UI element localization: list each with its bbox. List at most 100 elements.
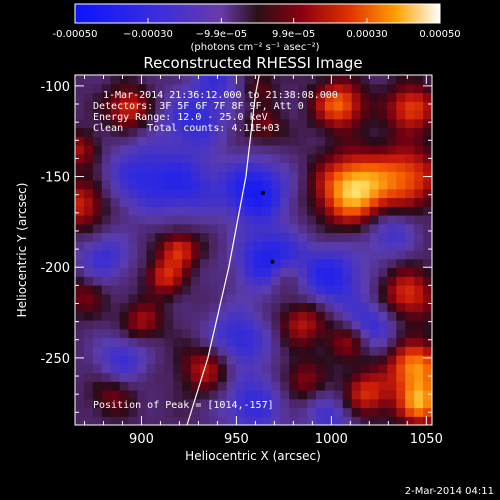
heatmap-cell xyxy=(280,407,290,417)
heatmap-cell xyxy=(191,101,201,111)
heatmap-cell xyxy=(235,407,246,417)
heatmap-cell xyxy=(226,372,237,382)
heatmap-cell xyxy=(342,232,353,242)
heatmap-cell xyxy=(414,293,424,304)
heatmap-cell xyxy=(173,355,183,365)
heatmap-cell xyxy=(199,311,210,321)
heatmap-cell xyxy=(164,276,174,286)
heatmap-cell xyxy=(289,197,299,207)
heatmap-cell xyxy=(324,118,335,129)
heatmap-cell xyxy=(235,363,246,374)
heatmap-cell xyxy=(155,258,165,269)
heatmap-cell xyxy=(83,267,94,277)
heatmap-cell xyxy=(369,346,380,356)
heatmap-cell xyxy=(333,363,344,374)
heatmap-cell xyxy=(182,171,192,181)
heatmap-cell xyxy=(75,311,85,321)
heatmap-cell xyxy=(387,355,397,365)
heatmap-cell xyxy=(164,320,174,330)
heatmap-cell xyxy=(289,215,299,225)
heatmap-cell xyxy=(253,197,264,207)
heatmap-cell xyxy=(262,118,272,129)
peak-marker xyxy=(260,190,265,195)
heatmap-cell xyxy=(173,75,183,85)
heatmap-cell xyxy=(351,171,362,181)
heatmap-cell xyxy=(75,381,85,391)
heatmap-cell xyxy=(262,355,272,365)
heatmap-cell xyxy=(191,153,201,164)
heatmap-cell xyxy=(342,171,353,181)
heatmap-cell xyxy=(298,285,308,295)
colorbar-tick-label: 0.00050 xyxy=(419,29,460,40)
heatmap-cell xyxy=(92,241,103,251)
heatmap-cell xyxy=(369,258,380,269)
heatmap-cell xyxy=(75,136,85,146)
heatmap-cell xyxy=(280,145,290,155)
heatmap-cell xyxy=(119,83,130,94)
heatmap-cell xyxy=(342,118,353,129)
heatmap-cell xyxy=(333,390,344,400)
heatmap-cell xyxy=(208,223,219,234)
heatmap-cell xyxy=(307,171,317,181)
heatmap-cell xyxy=(298,180,308,190)
heatmap-cell xyxy=(191,171,201,181)
heatmap-cell xyxy=(173,416,183,425)
heatmap-cell xyxy=(199,328,210,339)
heatmap-cell xyxy=(173,372,183,382)
heatmap-cell xyxy=(92,363,103,374)
heatmap-cell xyxy=(92,171,103,181)
heatmap-cell xyxy=(75,153,85,164)
heatmap-cell xyxy=(271,110,281,120)
heatmap-cell xyxy=(119,145,130,155)
heatmap-cell xyxy=(387,346,397,356)
heatmap-cell xyxy=(423,311,432,321)
heatmap-cell xyxy=(324,241,335,251)
heatmap-cell xyxy=(423,223,432,234)
heatmap-cell xyxy=(217,381,228,391)
heatmap-cell xyxy=(271,145,281,155)
heatmap-cell xyxy=(173,346,183,356)
heatmap-cell xyxy=(92,188,103,199)
heatmap-cell xyxy=(101,267,112,277)
heatmap-cell xyxy=(298,197,308,207)
heatmap-cell xyxy=(342,267,353,277)
heatmap-cell xyxy=(333,197,344,207)
heatmap-cell xyxy=(83,127,94,137)
heatmap-cell xyxy=(324,250,335,260)
heatmap-cell xyxy=(423,407,432,417)
heatmap-cell xyxy=(146,285,156,295)
heatmap-cell xyxy=(128,223,139,234)
heatmap-cell xyxy=(387,118,397,129)
heatmap-cell xyxy=(387,381,397,391)
heatmap-cell xyxy=(253,407,264,417)
heatmap-cell xyxy=(405,241,415,251)
heatmap-cell xyxy=(146,267,156,277)
heatmap-cell xyxy=(280,206,290,216)
heatmap-cell xyxy=(164,180,174,190)
heatmap-cell xyxy=(405,311,415,321)
y-tick-label: -150 xyxy=(40,171,70,186)
heatmap-cell xyxy=(75,171,85,181)
heatmap-cell xyxy=(191,363,201,374)
heatmap-cell xyxy=(128,381,139,391)
heatmap-cell xyxy=(315,197,326,207)
heatmap-cell xyxy=(101,241,112,251)
heatmap-cell xyxy=(199,258,210,269)
heatmap-cell xyxy=(75,92,85,102)
heatmap-cell xyxy=(164,407,174,417)
heatmap-cell xyxy=(226,197,237,207)
heatmap-cell xyxy=(262,171,272,181)
heatmap-cell xyxy=(423,162,432,172)
heatmap-cell xyxy=(298,390,308,400)
heatmap-cell xyxy=(182,136,192,146)
heatmap-cell xyxy=(378,145,388,155)
heatmap-cell xyxy=(119,188,130,199)
heatmap-cell xyxy=(271,302,281,312)
heatmap-cell xyxy=(396,337,406,347)
heatmap-cell xyxy=(191,346,201,356)
heatmap-cell xyxy=(324,276,335,286)
heatmap-cell xyxy=(423,346,432,356)
heatmap-cell xyxy=(253,250,264,260)
heatmap-cell xyxy=(315,232,326,242)
heatmap-cell xyxy=(164,398,174,409)
